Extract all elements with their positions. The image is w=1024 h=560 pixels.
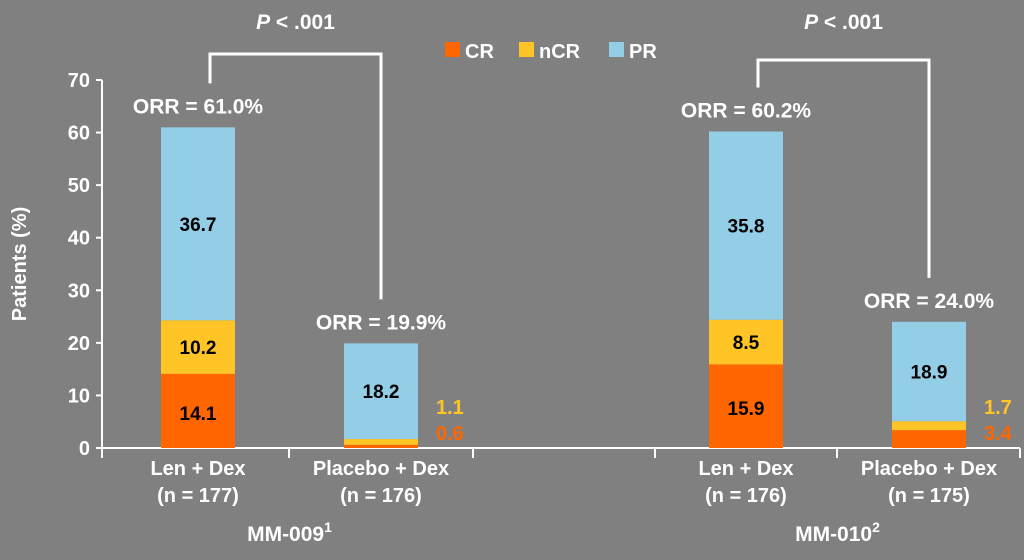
bar-segment-pr [344,343,418,440]
bar-segment-ncr [344,439,418,445]
data-label-ncr: 1.7 [984,397,1012,419]
p-value-label: P < .001 [256,11,335,34]
data-label-pr: 35.8 [728,217,765,238]
y-axis-title: Patients (%) [9,207,31,321]
p-value-text: < .001 [818,11,883,34]
p-value-letter: P [256,11,271,34]
data-label-cr: 15.9 [728,399,765,420]
group-label-name: MM-009 [247,523,324,546]
orr-label: ORR = 61.0% [133,95,263,118]
orr-label: ORR = 24.0% [864,290,994,313]
bar-segment-cr [709,364,783,448]
category-label-line1: Len + Dex [698,458,793,480]
legend-swatch-pr [609,42,624,57]
y-tick-label: 0 [79,438,90,460]
bar-segment-cr [344,444,418,448]
y-tick-label: 50 [68,175,90,197]
group-label: MM-0091 [247,519,332,546]
y-tick-label: 40 [68,228,90,250]
legend-label-ncr: nCR [539,41,581,63]
group-label-name: MM-010 [795,523,872,546]
category-label-line2: (n = 176) [340,485,422,507]
category-label-line1: Placebo + Dex [861,458,997,480]
group-label: MM-0102 [795,519,880,546]
bar-segment-pr [709,131,783,320]
data-label-pr: 36.7 [180,215,217,236]
y-tick-label: 30 [68,280,90,302]
comparison-bracket [756,58,931,278]
category-label-line1: Len + Dex [150,458,245,480]
category-label-line2: (n = 177) [157,485,239,507]
bar-segment-cr [161,373,235,448]
data-label-pr: 18.2 [363,382,400,403]
bar-segment-ncr [709,319,783,365]
data-labels: 14.1 10.2 36.7 1.1 0.6 18.2 15.9 8.5 35.8 1.7 3.4 1… [180,215,1013,445]
comparison-bracket [208,52,383,300]
data-label-pr: 18.9 [911,363,948,384]
category-label-line1: Placebo + Dex [313,458,449,480]
p-value-text: < .001 [270,11,335,34]
bar-segment-pr [161,127,235,321]
y-tick-label: 20 [68,333,90,355]
data-label-cr: 3.4 [984,423,1013,445]
bar-stacks [161,127,966,448]
data-label-cr: 0.6 [436,423,464,445]
legend-swatch-ncr [519,42,534,57]
data-label-ncr: 8.5 [733,333,760,354]
group-label-superscript: 2 [872,519,880,535]
bar-segment-cr [892,430,966,448]
y-tick-label: 70 [68,70,90,92]
category-label-line2: (n = 176) [705,485,787,507]
data-label-cr: 14.1 [180,404,217,425]
bar-segment-ncr [161,320,235,374]
p-value-label: P < .001 [804,11,883,34]
axes: 0 10 20 30 40 50 60 70 Patients (%) Len + Dex (n =… [9,70,1021,546]
orr-label: ORR = 19.9% [316,311,446,334]
legend-label-pr: PR [629,41,657,63]
y-tick-label: 10 [68,385,90,407]
p-value-letter: P [804,11,819,34]
group-label-superscript: 1 [324,519,332,535]
data-label-ncr: 1.1 [436,397,464,419]
bar-segment-ncr [892,421,966,431]
legend-label-cr: CR [465,41,494,63]
legend: CR nCR PR [445,41,657,63]
category-label-line2: (n = 175) [888,485,970,507]
data-label-ncr: 10.2 [180,338,217,359]
bar-segment-pr [892,321,966,422]
y-tick-label: 60 [68,123,90,145]
annotations: ORR = 61.0% ORR = 19.9% ORR = 60.2% ORR = 2… [133,11,994,334]
orr-label: ORR = 60.2% [681,100,811,123]
legend-swatch-cr [445,42,460,57]
